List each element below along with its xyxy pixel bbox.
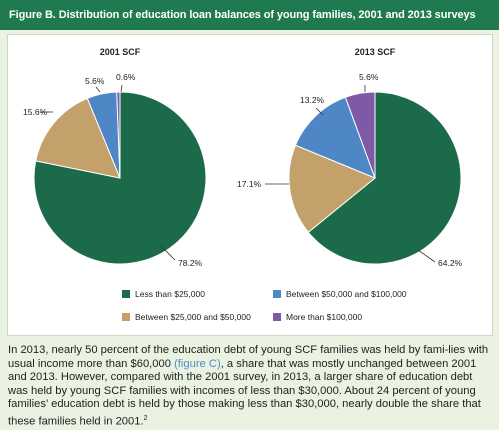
pie-slice-less-than-25-000 <box>33 91 207 265</box>
slice-label: 15.6% <box>23 107 48 117</box>
legend-item-between-50-000-and-100-000: Between $50,000 and $100,000 <box>286 289 407 299</box>
pie-title-0: 2001 SCF <box>100 47 141 57</box>
pie-slice-more-than-100-000 <box>344 91 376 179</box>
legend-item-more-than-100-000: More than $100,000 <box>286 312 362 322</box>
caption-paragraph: In 2013, nearly 50 percent of the educat… <box>8 344 492 429</box>
slice-label: 5.6% <box>359 72 379 82</box>
leader-line <box>120 84 123 93</box>
pie-slice-between-50-000-and-100-000 <box>294 96 376 179</box>
leader-line <box>95 86 101 93</box>
legend-swatch <box>273 313 281 321</box>
slice-label: 5.6% <box>85 76 105 86</box>
leader-line <box>417 249 436 263</box>
pie-slice-between-25-000-and-50-000 <box>35 97 121 179</box>
slice-label: 17.1% <box>237 179 262 189</box>
slice-label: 64.2% <box>438 258 463 268</box>
leader-line <box>315 107 324 116</box>
slice-label: 13.2% <box>300 95 325 105</box>
figure-c-link[interactable]: (figure C) <box>174 357 221 370</box>
pie-slice-between-25-000-and-50-000 <box>288 144 376 233</box>
legend-item-between-25-000-and-50-000: Between $25,000 and $50,000 <box>135 312 251 322</box>
slice-label: 0.6% <box>116 72 136 82</box>
slice-label: 78.2% <box>178 258 203 268</box>
pie-slice-more-than-100-000 <box>116 91 121 179</box>
pie-slice-less-than-25-000 <box>307 91 462 265</box>
legend-swatch <box>122 313 130 321</box>
legend-swatch <box>273 290 281 298</box>
legend-item-less-than-25-000: Less than $25,000 <box>135 289 205 299</box>
caption-text-2: , a share that was mostly unchanged betw… <box>8 357 481 428</box>
footnote-marker: 2 <box>143 414 148 422</box>
legend-swatch <box>122 290 130 298</box>
leader-line <box>159 244 176 261</box>
figure-title: Figure B. Distribution of education loan… <box>0 0 499 30</box>
pie-charts: 2001 SCF 78.2% 15.6% 5.6% 0.6% 2013 SCF 64.2% 1… <box>23 47 463 322</box>
pie-title-1: 2013 SCF <box>355 47 396 57</box>
caption-text-1: In 2013, nearly 50 percent of the educat… <box>8 344 489 370</box>
